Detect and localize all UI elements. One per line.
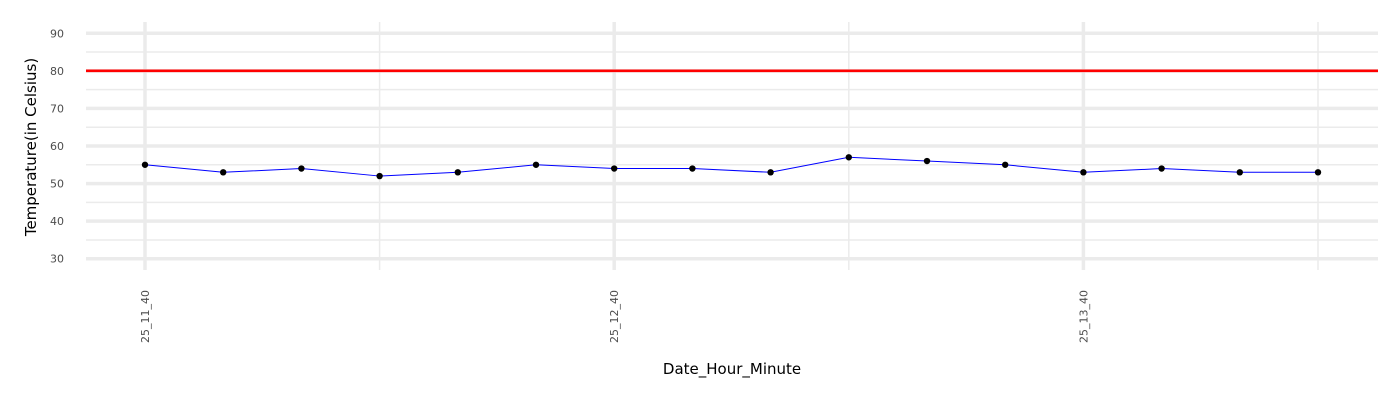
x-tick-label: 25_12_40: [608, 290, 621, 343]
data-point: [376, 172, 383, 180]
y-tick-label: 50: [50, 178, 64, 191]
y-tick-label: 80: [50, 65, 64, 78]
minor-gridlines: [86, 22, 1378, 270]
data-point: [1158, 165, 1165, 172]
data-point: [454, 169, 461, 176]
y-tick-label: 70: [50, 102, 64, 115]
data-point: [923, 157, 931, 165]
data-point: [1002, 161, 1009, 168]
y-tick-label: 90: [50, 27, 64, 40]
y-tick-labels: 30 40 50 60 70 80 90: [50, 27, 64, 265]
x-tick-label: 25_13_40: [1077, 290, 1090, 343]
data-point: [1080, 169, 1087, 176]
series-line: [144, 156, 1318, 177]
data-point: [220, 169, 227, 176]
data-point: [141, 161, 149, 168]
data-point: [845, 154, 852, 161]
y-tick-label: 30: [50, 253, 64, 266]
y-tick-label: 40: [50, 215, 64, 228]
data-point: [298, 165, 305, 172]
x-tick-label: 25_11_40: [139, 290, 152, 343]
y-axis-title: Temperature(in Celsius): [22, 58, 40, 237]
data-point: [532, 161, 540, 168]
data-point: [1236, 169, 1244, 176]
data-point: [611, 165, 618, 172]
x-tick-labels: 25_11_40 25_12_40 25_13_40: [139, 290, 1090, 343]
y-tick-label: 60: [50, 140, 64, 153]
data-point: [767, 169, 774, 176]
series-lines: [144, 156, 1318, 177]
x-axis-title: Date_Hour_Minute: [663, 360, 801, 379]
series-points: [141, 154, 1322, 180]
major-gridlines: [86, 22, 1378, 270]
data-point: [1314, 169, 1322, 176]
data-point: [689, 165, 696, 172]
